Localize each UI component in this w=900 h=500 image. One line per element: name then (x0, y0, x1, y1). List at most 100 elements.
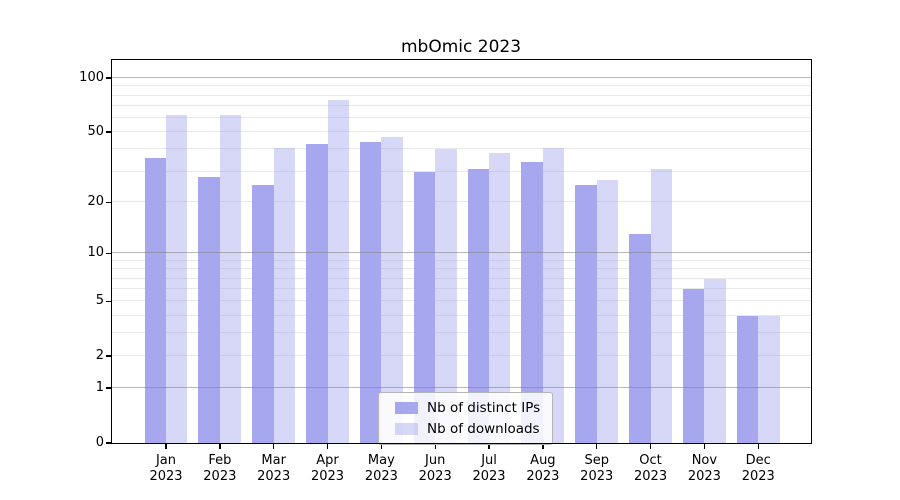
x-tick-month: Aug (530, 453, 556, 468)
gridline-minor (112, 277, 811, 279)
bar-distinct-ips-jul (467, 169, 490, 443)
bar-distinct-ips-nov (683, 289, 705, 443)
gridline-minor (112, 131, 811, 133)
bar-downloads-may (381, 136, 403, 443)
x-axis-tick-label: Jul 2023 (472, 453, 505, 484)
y-axis-tick (105, 131, 111, 133)
gridline-minor (112, 314, 811, 316)
gridline-minor (112, 288, 811, 290)
gridline-minor (112, 170, 811, 172)
x-tick-month: Mar (261, 453, 286, 468)
x-axis-tick-label: Sep 2023 (580, 453, 613, 484)
gridline-minor (112, 104, 811, 106)
y-axis-tick (105, 300, 111, 303)
bar-distinct-ips-oct (629, 234, 651, 443)
y-axis-tick-label: 10 (87, 245, 104, 261)
y-axis-tick (105, 387, 111, 389)
bar-downloads-nov (704, 278, 726, 443)
bar-downloads-feb (219, 115, 242, 443)
x-tick-month: Apr (316, 453, 339, 468)
x-tick-month: May (367, 453, 395, 468)
x-axis-tick (488, 444, 490, 450)
gridline-major (112, 387, 811, 389)
legend-swatch (395, 402, 418, 414)
gridline-minor (112, 268, 811, 270)
x-tick-month: Jun (425, 453, 446, 468)
x-tick-month: Dec (745, 453, 771, 468)
x-tick-month: Oct (639, 453, 662, 468)
x-axis-tick-label: Nov 2023 (688, 453, 721, 484)
y-axis-tick-label: 2 (95, 348, 104, 364)
x-tick-year: 2023 (687, 468, 721, 484)
x-axis-tick (219, 444, 221, 450)
x-axis-tick (757, 444, 759, 450)
x-tick-year: 2023 (526, 468, 560, 484)
x-axis-tick-label: Feb 2023 (203, 453, 236, 484)
x-axis-tick-label: Oct 2023 (634, 453, 667, 484)
x-axis-tick (326, 444, 329, 450)
x-tick-year: 2023 (149, 468, 183, 484)
gridline-minor (112, 201, 811, 203)
y-axis-tick-label: 50 (87, 124, 104, 140)
bar-downloads-dec (758, 315, 780, 443)
x-axis-tick-label: Apr 2023 (311, 453, 344, 484)
bar-downloads-jul (489, 153, 511, 443)
bar-downloads-jan (166, 115, 188, 443)
gridline-minor (112, 259, 811, 261)
y-axis-tick (105, 201, 111, 203)
y-axis-tick-label: 20 (87, 194, 104, 210)
x-axis-tick-label: May 2023 (365, 453, 398, 484)
bar-distinct-ips-jun (413, 171, 436, 443)
gridline-minor (112, 94, 811, 96)
bar-downloads-oct (650, 169, 672, 443)
bar-downloads-apr (327, 99, 349, 443)
y-axis-tick (105, 252, 111, 255)
bar-distinct-ips-jan (144, 157, 166, 443)
legend: Nb of distinct IPs Nb of downloads (378, 392, 554, 445)
x-axis-tick-label: Jan 2023 (149, 453, 182, 484)
x-tick-month: Feb (208, 453, 232, 468)
bar-distinct-ips-dec (736, 315, 759, 443)
x-axis-tick (272, 444, 275, 450)
gridline-minor (112, 116, 811, 118)
legend-swatch (395, 423, 418, 435)
gridline-minor (112, 332, 811, 334)
bar-distinct-ips-may (359, 142, 382, 443)
x-axis-tick (542, 444, 544, 450)
gridline-minor (112, 355, 811, 357)
y-axis-tick-label: 100 (79, 70, 104, 86)
bar-downloads-aug (542, 147, 565, 443)
y-axis-tick (105, 355, 111, 357)
bar-distinct-ips-feb (198, 176, 220, 443)
gridline-minor (112, 148, 811, 150)
x-axis-tick-label: Aug 2023 (526, 453, 559, 484)
x-tick-month: Nov (691, 453, 718, 468)
bar-distinct-ips-apr (306, 143, 328, 443)
x-axis-tick-label: Mar 2023 (257, 453, 290, 484)
y-axis-tick-label: 5 (95, 293, 104, 309)
legend-label: Nb of downloads (427, 421, 540, 437)
x-tick-year: 2023 (472, 468, 506, 484)
x-tick-month: Jan (155, 453, 177, 468)
x-axis-tick-label: Jun 2023 (419, 453, 452, 484)
x-axis-tick-label: Dec 2023 (742, 453, 775, 484)
x-tick-year: 2023 (364, 468, 398, 484)
chart-title: mbOmic 2023 (400, 37, 522, 57)
x-axis-tick (703, 444, 706, 450)
x-tick-year: 2023 (257, 468, 291, 484)
x-tick-year: 2023 (634, 468, 668, 484)
bar-distinct-ips-aug (521, 161, 543, 443)
x-tick-month: Jul (481, 453, 497, 468)
legend-item: Nb of distinct IPs (395, 400, 540, 416)
gridline-minor (112, 85, 811, 87)
x-tick-year: 2023 (203, 468, 237, 484)
x-tick-year: 2023 (580, 468, 614, 484)
x-tick-month: Sep (584, 453, 609, 468)
bar-distinct-ips-sep (575, 185, 597, 443)
x-tick-year: 2023 (418, 468, 452, 484)
x-tick-year: 2023 (741, 468, 775, 484)
y-axis-tick (105, 442, 111, 444)
y-axis-tick-label: 0 (95, 435, 104, 450)
legend-label: Nb of distinct IPs (427, 400, 541, 416)
